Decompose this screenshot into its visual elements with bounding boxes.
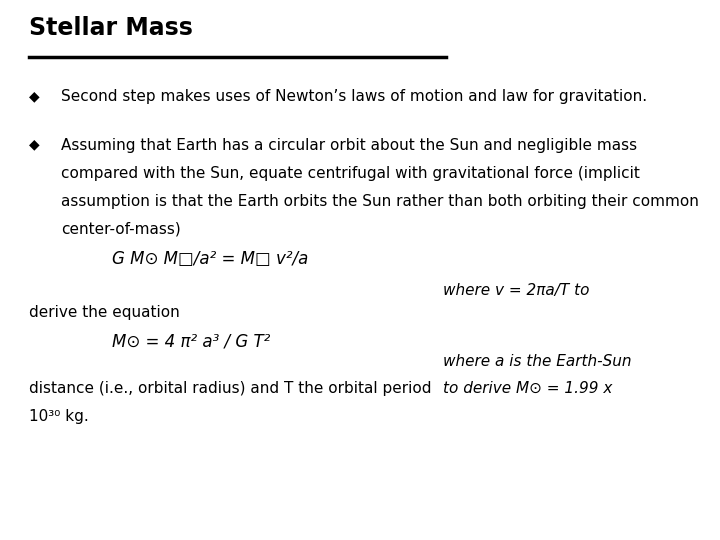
Text: ◆: ◆ bbox=[29, 89, 40, 103]
Text: to derive M⊙ = 1.99 x: to derive M⊙ = 1.99 x bbox=[443, 381, 612, 396]
Text: where v = 2πa/T to: where v = 2πa/T to bbox=[443, 284, 589, 299]
Text: assumption is that the Earth orbits the Sun rather than both orbiting their comm: assumption is that the Earth orbits the … bbox=[61, 194, 699, 209]
Text: G M⊙ M□/a² = M□ v²/a: G M⊙ M□/a² = M□ v²/a bbox=[112, 250, 308, 268]
Text: ◆: ◆ bbox=[29, 138, 40, 152]
Text: compared with the Sun, equate centrifugal with gravitational force (implicit: compared with the Sun, equate centrifuga… bbox=[61, 166, 640, 181]
Text: center-of-mass): center-of-mass) bbox=[61, 222, 181, 237]
Text: Assuming that Earth has a circular orbit about the Sun and negligible mass: Assuming that Earth has a circular orbit… bbox=[61, 138, 637, 153]
Text: where a is the Earth-Sun: where a is the Earth-Sun bbox=[443, 354, 631, 369]
Text: distance (i.e., orbital radius) and T the orbital period: distance (i.e., orbital radius) and T th… bbox=[29, 381, 431, 396]
Text: M⊙ = 4 π² a³ / G T²: M⊙ = 4 π² a³ / G T² bbox=[112, 332, 270, 350]
Text: Stellar Mass: Stellar Mass bbox=[29, 16, 193, 40]
Text: derive the equation: derive the equation bbox=[29, 305, 179, 320]
Text: 10³⁰ kg.: 10³⁰ kg. bbox=[29, 409, 89, 424]
Text: Second step makes uses of Newton’s laws of motion and law for gravitation.: Second step makes uses of Newton’s laws … bbox=[61, 89, 647, 104]
